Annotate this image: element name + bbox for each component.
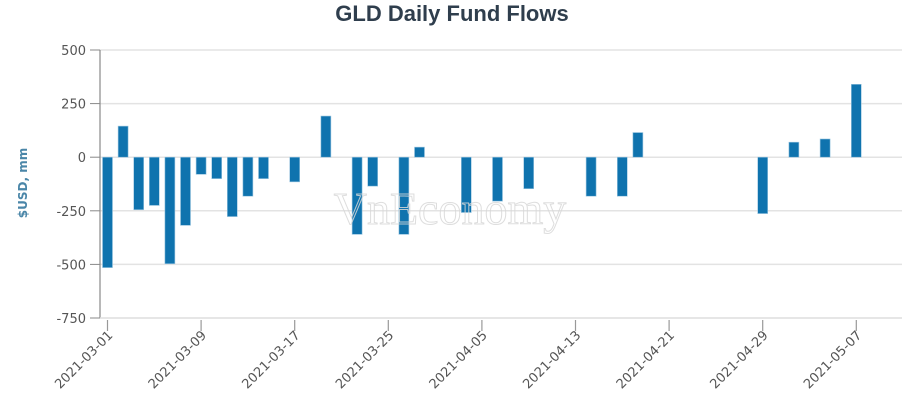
bar[interactable]: 2021-03-03: -245 — [133, 156, 144, 211]
bar[interactable]: 2021-05-05: 85 — [819, 138, 831, 158]
x-tick-label: 2021-04-29 — [707, 328, 771, 392]
bar[interactable]: 2021-03-11: -277 — [227, 156, 238, 217]
bar[interactable]: 2021-04-19: 115 — [632, 132, 644, 158]
bar[interactable]: 2021-03-15: -100 — [258, 156, 269, 179]
bar[interactable]: 2021-03-23: -360 — [351, 156, 363, 235]
bar-series: 2021-03-01: -515 2021-03-02: 145 2021-03-0… — [102, 84, 862, 268]
y-axis-label: $USD, mm — [16, 148, 30, 218]
bar[interactable]: 2021-04-29: -263 — [757, 156, 769, 214]
y-tick-label: -250 — [56, 205, 86, 220]
bar[interactable]: 2021-03-29: 47 — [414, 146, 425, 158]
bar[interactable]: 2021-03-26: -360 — [398, 156, 410, 235]
bar[interactable]: 2021-05-03: 70 — [788, 141, 800, 158]
x-tick-label: 2021-03-17 — [239, 328, 303, 392]
bar[interactable]: 2021-03-08: -318 — [180, 156, 191, 226]
x-tick-label: 2021-03-25 — [333, 328, 397, 392]
x-tick-label: 2021-04-21 — [614, 328, 678, 392]
bar[interactable]: 2021-04-06: -205 — [492, 156, 503, 202]
x-tick-label: 2021-03-01 — [52, 328, 116, 392]
y-tick-label: -750 — [56, 312, 86, 327]
bar[interactable]: 2021-03-19: 192 — [320, 115, 332, 158]
bar[interactable]: 2021-03-01: -515 — [102, 156, 113, 268]
bar[interactable]: 2021-03-09: -80 — [195, 156, 207, 175]
y-axis: 500 250 0 -250 -500 -750 — [56, 44, 101, 327]
bar[interactable]: 2021-03-05: -497 — [164, 156, 176, 265]
x-tick-label: 2021-05-07 — [801, 328, 865, 392]
x-tick-label: 2021-04-13 — [520, 328, 584, 392]
x-tick-label: 2021-03-09 — [146, 328, 210, 392]
bar[interactable]: 2021-04-01: -258 — [460, 156, 472, 213]
y-tick-label: 500 — [61, 44, 86, 59]
bar[interactable]: 2021-03-12: -182 — [242, 156, 254, 197]
bar[interactable]: 2021-04-16: -182 — [616, 156, 628, 197]
y-tick-label: 250 — [61, 98, 86, 113]
x-tick-label: 2021-04-05 — [427, 328, 491, 392]
bar[interactable]: 2021-03-24: -135 — [367, 156, 379, 187]
bar[interactable]: 2021-03-02: 145 — [117, 125, 129, 158]
bar[interactable]: 2021-03-17: -115 — [289, 156, 301, 183]
bar[interactable]: 2021-03-10: -100 — [211, 156, 222, 179]
bar[interactable]: 2021-04-08: -147 — [523, 156, 535, 190]
x-axis: 2021-03-01 2021-03-09 2021-03-17 2021-03-25… — [52, 317, 902, 392]
bar[interactable]: 2021-04-14: -182 — [585, 156, 597, 197]
y-tick-label: -500 — [56, 258, 86, 273]
watermark: VnEconomy — [334, 183, 567, 234]
bar[interactable]: 2021-05-07: 340 — [850, 84, 862, 158]
chart-title: GLD Daily Fund Flows — [335, 1, 569, 26]
bar[interactable]: 2021-03-04: -225 — [149, 156, 160, 206]
y-tick-label: 0 — [78, 151, 86, 166]
